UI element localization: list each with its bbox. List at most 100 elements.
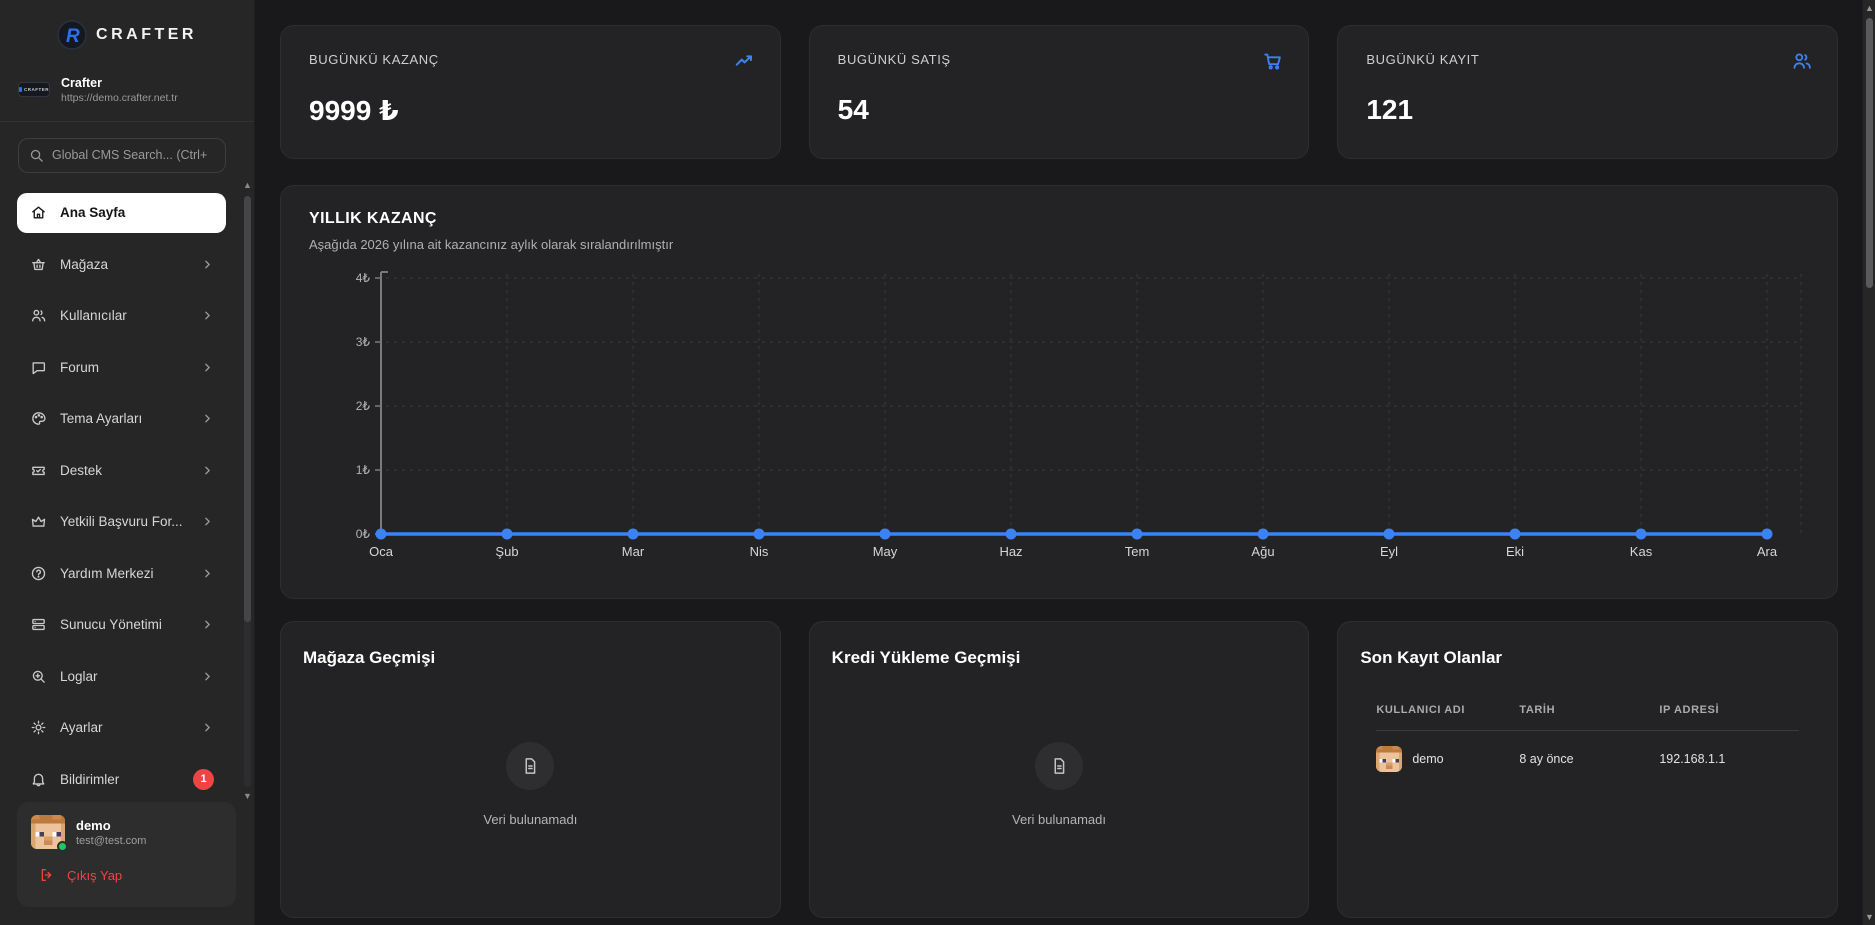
svg-text:Nis: Nis — [750, 544, 769, 559]
sidebar-item-ayarlar[interactable]: Ayarlar — [17, 708, 226, 748]
site-favicon: CRAFTER — [18, 82, 50, 98]
scroll-up-arrow-icon[interactable]: ▲ — [1865, 3, 1874, 13]
chat-icon — [29, 358, 47, 376]
svg-text:1₺: 1₺ — [356, 463, 371, 477]
svg-text:Ağu: Ağu — [1251, 544, 1274, 559]
site-url: https://demo.crafter.net.tr — [61, 91, 178, 104]
sidebar-nav: Ana Sayfa Mağaza Kullanıcılar — [0, 173, 254, 800]
yearly-earnings-chart: 0₺ 1₺ 2₺ 3₺ 4₺ Oca Şub Mar Nis May Haz Tem Ağu Eyl Eki… — [356, 271, 1802, 559]
bell-icon — [29, 770, 47, 788]
sidebar-item-forum[interactable]: Forum — [17, 347, 226, 387]
sidebar-item-bildirimler[interactable]: Bildirimler 1 — [17, 759, 226, 799]
sidebar-scrollbar[interactable]: ▲ ▼ — [242, 180, 253, 803]
svg-text:Tem: Tem — [1125, 544, 1150, 559]
palette-icon — [29, 410, 47, 428]
sidebar-item-label: Yetkili Başvuru For... — [60, 514, 183, 530]
main-content: BUGÜNKÜ KAZANÇ 9999 ₺ BUGÜNKÜ SATIŞ 54 B… — [255, 0, 1862, 925]
logout-label: Çıkış Yap — [67, 867, 123, 883]
search-icon — [29, 148, 44, 163]
sidebar-item-label: Sunucu Yönetimi — [60, 617, 162, 633]
crown-icon — [29, 513, 47, 531]
site-name: Crafter — [61, 76, 102, 90]
chevron-right-icon — [201, 567, 214, 580]
svg-text:0₺: 0₺ — [356, 527, 371, 541]
sidebar-item-sunucu-yonetimi[interactable]: Sunucu Yönetimi — [17, 605, 226, 645]
svg-text:Eki: Eki — [1506, 544, 1524, 559]
brand-logo: R CRAFTER — [0, 0, 254, 50]
sidebar-item-yetkili-basvuru[interactable]: Yetkili Başvuru For... — [17, 502, 226, 542]
help-circle-icon — [29, 564, 47, 582]
svg-text:Eyl: Eyl — [1380, 544, 1398, 559]
sidebar-item-label: Tema Ayarları — [60, 411, 143, 427]
gear-icon — [29, 719, 47, 737]
panel-title: Mağaza Geçmişi — [303, 648, 436, 667]
chevron-right-icon — [201, 412, 214, 425]
sidebar-scrollbar-track[interactable] — [244, 196, 251, 787]
credit-history-panel: Kredi Yükleme Geçmişi Veri bulunamadı — [808, 621, 1310, 918]
sidebar-item-loglar[interactable]: Loglar — [17, 656, 226, 696]
chevron-right-icon — [201, 515, 214, 528]
sidebar-item-label: Forum — [60, 359, 100, 375]
global-search[interactable] — [18, 137, 226, 173]
sidebar-item-tema-ayarlari[interactable]: Tema Ayarları — [17, 399, 226, 439]
home-icon — [29, 204, 47, 222]
stat-value: 121 — [1366, 94, 1414, 125]
sidebar-item-ana-sayfa[interactable]: Ana Sayfa — [17, 192, 226, 233]
svg-text:R: R — [66, 26, 80, 47]
cell-ip: 192.168.1.1 — [1659, 752, 1726, 766]
sidebar-item-label: Destek — [60, 462, 103, 478]
column-header-username: KULLANICI ADI — [1376, 704, 1466, 716]
avatar — [31, 815, 68, 852]
stat-value: 9999 ₺ — [309, 95, 399, 126]
avatar — [1376, 746, 1403, 772]
sidebar-item-label: Ayarlar — [60, 720, 103, 736]
stat-value: 54 — [837, 94, 869, 125]
stats-row: BUGÜNKÜ KAZANÇ 9999 ₺ BUGÜNKÜ SATIŞ 54 B… — [280, 25, 1839, 159]
chevron-right-icon — [201, 670, 214, 683]
svg-text:Oca: Oca — [369, 544, 394, 559]
ticket-icon — [29, 461, 47, 479]
logout-button[interactable]: Çıkış Yap — [39, 867, 222, 883]
svg-text:3₺: 3₺ — [356, 335, 371, 349]
sidebar-item-label: Bildirimler — [60, 771, 120, 787]
chevron-right-icon — [201, 309, 214, 322]
sidebar-item-magaza[interactable]: Mağaza — [17, 244, 226, 284]
users-icon — [29, 307, 47, 325]
scroll-up-arrow-icon[interactable]: ▲ — [243, 180, 252, 190]
svg-text:2₺: 2₺ — [356, 399, 371, 413]
sidebar: R CRAFTER CRAFTER Crafter https://demo.c… — [0, 0, 255, 925]
sidebar-scrollbar-thumb[interactable] — [244, 196, 251, 622]
sidebar-item-kullanicilar[interactable]: Kullanıcılar — [17, 296, 226, 336]
online-status-dot — [57, 841, 68, 852]
window-scrollbar-thumb[interactable] — [1866, 18, 1873, 288]
users-icon — [1791, 50, 1813, 72]
scroll-down-arrow-icon[interactable]: ▼ — [243, 791, 252, 801]
recent-registrations-panel: Son Kayıt Olanlar KULLANICI ADI TARİH IP… — [1337, 621, 1839, 918]
cell-date: 8 ay önce — [1519, 752, 1574, 766]
empty-state-text: Veri bulunamadı — [483, 812, 578, 827]
sidebar-item-yardim-merkezi[interactable]: Yardım Merkezi — [17, 553, 226, 593]
table-row: demo 8 ay önce 192.168.1.1 — [1376, 731, 1799, 772]
sidebar-item-destek[interactable]: Destek — [17, 450, 226, 490]
panel-title: Kredi Yükleme Geçmişi — [831, 648, 1021, 667]
column-header-date: TARİH — [1519, 704, 1556, 716]
sidebar-item-label: Yardım Merkezi — [60, 565, 154, 581]
stat-label: BUGÜNKÜ SATIŞ — [837, 52, 951, 67]
svg-text:Haz: Haz — [999, 544, 1022, 559]
site-selector[interactable]: CRAFTER Crafter https://demo.crafter.net… — [18, 76, 254, 104]
svg-text:May: May — [873, 544, 898, 559]
empty-state-text: Veri bulunamadı — [1012, 812, 1106, 827]
trending-up-icon — [734, 50, 756, 72]
search-zoom-icon — [29, 667, 47, 685]
user-name: demo — [76, 817, 111, 833]
search-input[interactable] — [52, 148, 215, 163]
window-scrollbar[interactable]: ▲ ▼ — [1862, 0, 1875, 925]
svg-text:Mar: Mar — [622, 544, 645, 559]
user-card: demo test@test.com Çıkış Yap — [17, 802, 236, 907]
store-history-panel: Mağaza Geçmişi Veri bulunamadı — [280, 621, 781, 918]
chevron-right-icon — [201, 618, 214, 631]
yearly-earnings-card: YILLIK KAZANÇ Aşağıda 2026 yılına ait ka… — [280, 185, 1838, 599]
scroll-down-arrow-icon[interactable]: ▼ — [1865, 912, 1874, 922]
user-email: test@test.com — [76, 834, 147, 847]
cell-username: demo — [1412, 752, 1444, 766]
